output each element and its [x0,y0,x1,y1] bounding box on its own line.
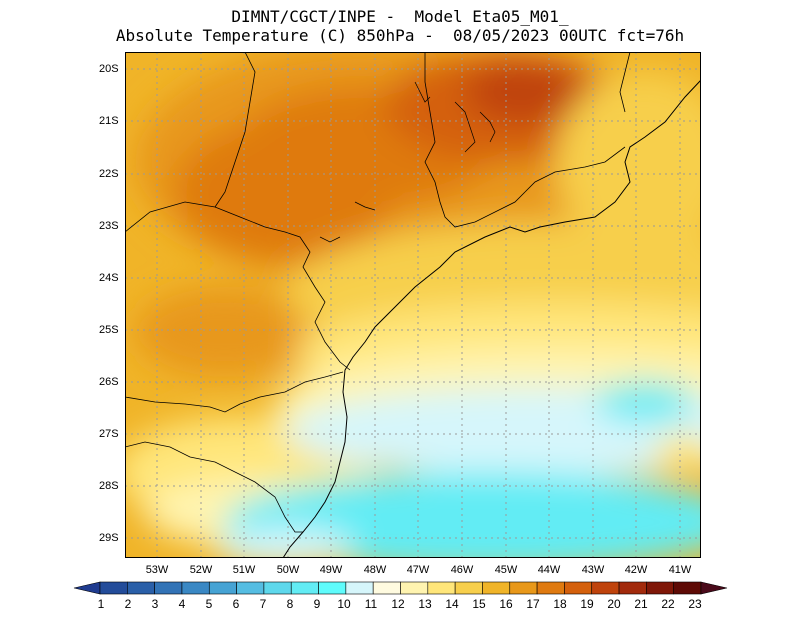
colorbar-label: 12 [391,597,405,611]
colorbar-label: 1 [97,597,105,611]
colorbar-segment [482,581,511,595]
graticule [125,52,701,558]
colorbar-segment [181,581,210,595]
lon-label: 43W [581,564,605,576]
colorbar-segment [345,581,374,595]
colorbar-segment [454,581,483,595]
colorbar-segment [290,581,319,595]
reservoirs [319,81,496,243]
colorbar-label: 7 [259,597,267,611]
colorbar-segment [536,581,565,595]
colorbar-segment [73,581,101,595]
temperature-map [125,52,701,558]
lon-label: 50W [276,564,300,576]
colorbar-label: 3 [151,597,159,611]
colorbar-segment [236,581,265,595]
colorbar-label: 13 [418,597,432,611]
lat-label: 25S [99,324,119,336]
colorbar-segment [618,581,647,595]
colorbar-segment [372,581,401,595]
lat-label: 28S [99,480,119,492]
lon-label: 47W [406,564,430,576]
lon-label: 48W [363,564,387,576]
colorbar-label: 19 [580,597,594,611]
lat-label: 27S [99,428,119,440]
colorbar-label: 9 [313,597,321,611]
lon-label: 46W [450,564,474,576]
lon-label: 44W [537,564,561,576]
colorbar-label: 16 [499,597,513,611]
colorbar-label: 2 [124,597,132,611]
map-border [125,52,701,558]
colorbar-label: 18 [553,597,567,611]
colorbar-segment [318,581,347,595]
lat-label: 23S [99,220,119,232]
colorbar-segment [400,581,429,595]
lon-label: 53W [145,564,169,576]
colorbar-segment [700,581,728,595]
colorbar-segment [263,581,292,595]
temperature-field [125,52,701,558]
lat-label: 20S [99,63,119,75]
colorbar-segment [154,581,183,595]
colorbar-label: 11 [364,597,378,611]
colorbar-label: 22 [661,597,675,611]
colorbar-label: 5 [205,597,213,611]
title-line-1: DIMNT/CGCT/INPE - Model Eta05_M01_ [231,7,569,26]
lat-label: 21S [99,115,119,127]
lat-label: 29S [99,532,119,544]
colorbar-segment [509,581,538,595]
colorbar-label: 8 [286,597,294,611]
lat-label: 24S [99,272,119,284]
lon-label: 42W [624,564,648,576]
borders [125,52,631,533]
lon-label: 49W [319,564,343,576]
colorbar-segment [427,581,456,595]
colorbar [73,581,728,595]
colorbar-segment [208,581,237,595]
lon-label: 45W [494,564,518,576]
colorbar-label: 4 [178,597,186,611]
colorbar-label: 10 [337,597,351,611]
colorbar-segment [99,581,128,595]
colorbar-label: 20 [607,597,621,611]
colorbar-label: 23 [688,597,702,611]
coastline [282,79,701,558]
lat-label: 22S [99,168,119,180]
colorbar-segment [127,581,155,595]
colorbar-segment [673,581,702,595]
lon-label: 52W [189,564,213,576]
colorbar-label: 17 [526,597,540,611]
colorbar-label: 14 [445,597,459,611]
title-line-2: Absolute Temperature (C) 850hPa - 08/05/… [115,26,685,45]
colorbar-segment [646,581,674,595]
colorbar-segment [591,581,620,595]
colorbar-label: 21 [634,597,648,611]
lon-label: 41W [668,564,692,576]
lat-label: 26S [99,376,119,388]
colorbar-label: 15 [472,597,486,611]
lon-label: 51W [232,564,256,576]
colorbar-segment [564,581,593,595]
colorbar-label: 6 [232,597,240,611]
